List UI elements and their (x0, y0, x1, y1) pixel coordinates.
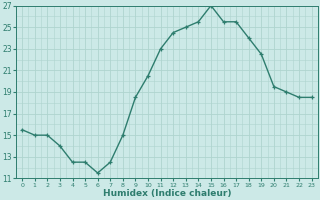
X-axis label: Humidex (Indice chaleur): Humidex (Indice chaleur) (103, 189, 231, 198)
